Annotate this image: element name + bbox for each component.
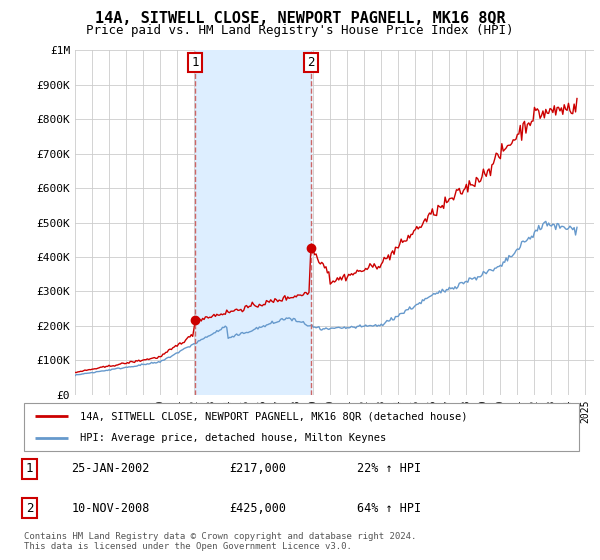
Text: 1: 1 <box>191 56 199 69</box>
Text: HPI: Average price, detached house, Milton Keynes: HPI: Average price, detached house, Milt… <box>79 433 386 443</box>
Text: 25-JAN-2002: 25-JAN-2002 <box>71 463 149 475</box>
Text: £217,000: £217,000 <box>229 463 286 475</box>
Text: 64% ↑ HPI: 64% ↑ HPI <box>357 502 421 515</box>
Text: 2: 2 <box>307 56 314 69</box>
Text: 1: 1 <box>26 463 34 475</box>
Text: 10-NOV-2008: 10-NOV-2008 <box>71 502 149 515</box>
Bar <box>196 50 311 395</box>
Text: 14A, SITWELL CLOSE, NEWPORT PAGNELL, MK16 8QR: 14A, SITWELL CLOSE, NEWPORT PAGNELL, MK1… <box>95 11 505 26</box>
Text: Price paid vs. HM Land Registry's House Price Index (HPI): Price paid vs. HM Land Registry's House … <box>86 24 514 36</box>
Text: £425,000: £425,000 <box>229 502 286 515</box>
Text: 22% ↑ HPI: 22% ↑ HPI <box>357 463 421 475</box>
Text: 2: 2 <box>26 502 34 515</box>
FancyBboxPatch shape <box>24 403 579 451</box>
Text: Contains HM Land Registry data © Crown copyright and database right 2024.
This d: Contains HM Land Registry data © Crown c… <box>24 532 416 552</box>
Text: 14A, SITWELL CLOSE, NEWPORT PAGNELL, MK16 8QR (detached house): 14A, SITWELL CLOSE, NEWPORT PAGNELL, MK1… <box>79 411 467 421</box>
